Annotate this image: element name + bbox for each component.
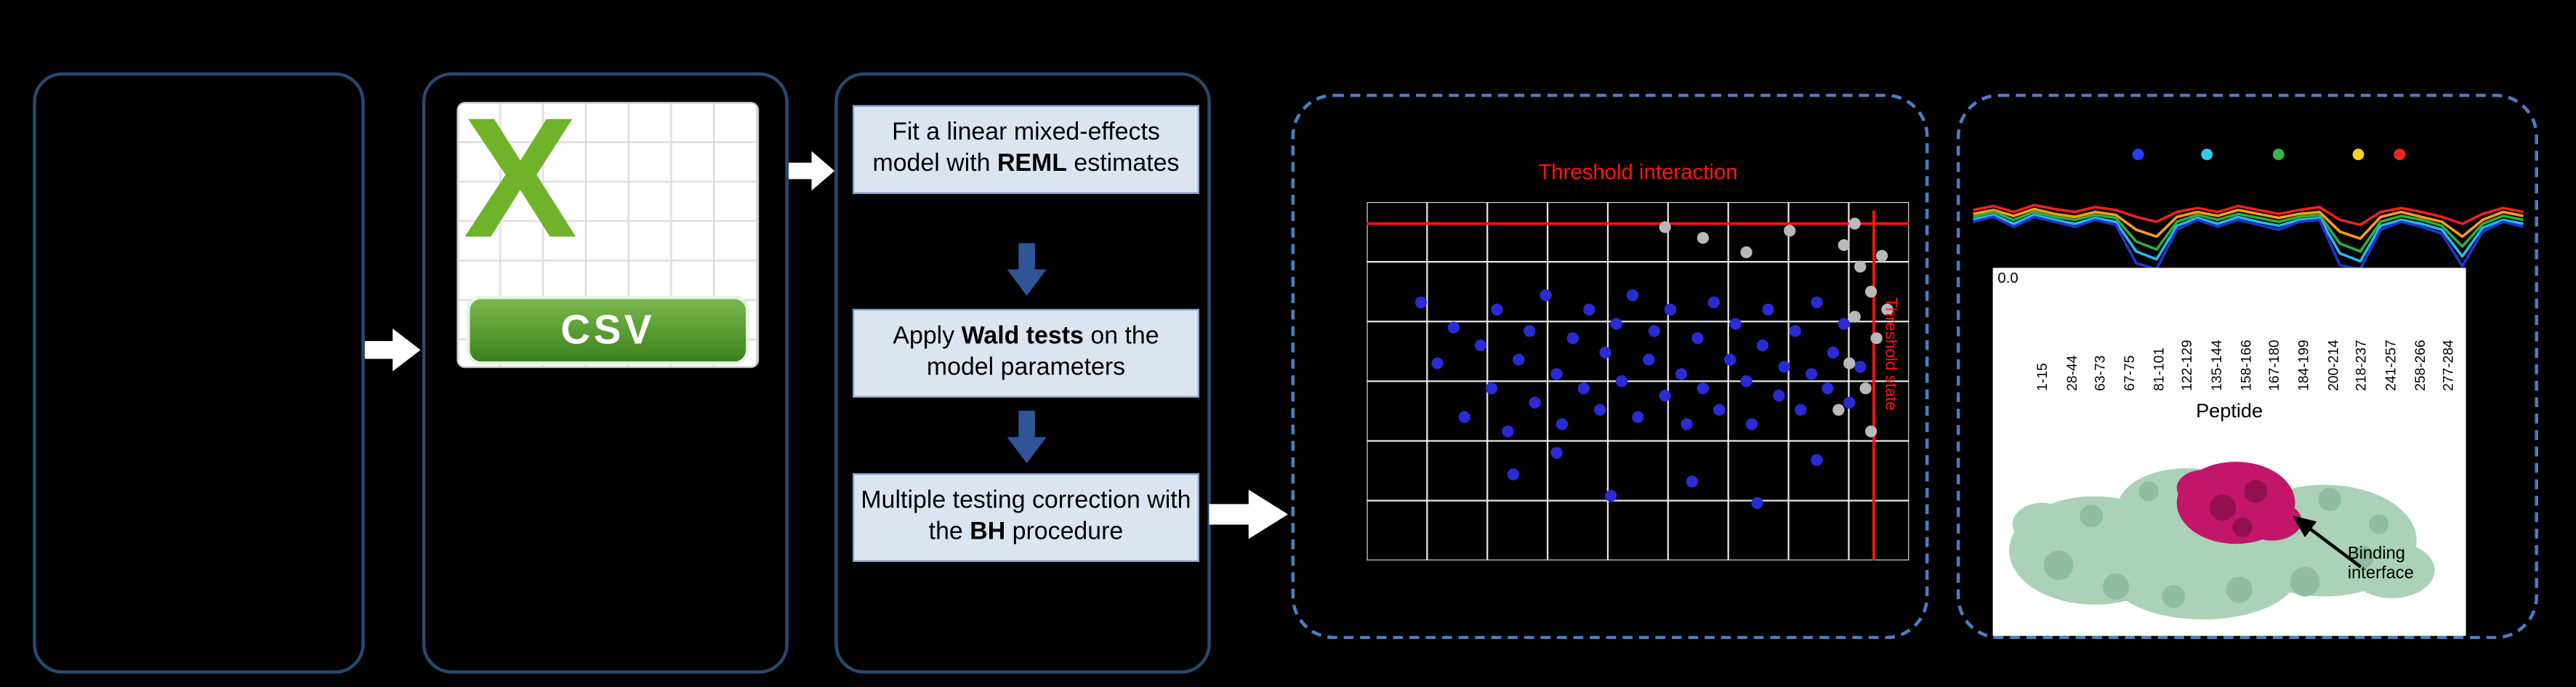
step-text: Apply xyxy=(893,321,962,350)
binding-interface-label: Binding interface xyxy=(2347,544,2414,584)
peptide-tick-label: 258-266 xyxy=(2411,340,2428,391)
flow-arrow-down-icon xyxy=(1007,243,1047,296)
csv-banner-label: CSV xyxy=(466,295,749,365)
peptide-tick-label: 277-284 xyxy=(2440,340,2457,391)
step-bh-correction: Multiple testing correction with the BH … xyxy=(853,473,1199,561)
binding-interface-region xyxy=(2176,462,2302,545)
x-axis-title: Peptide xyxy=(2196,399,2263,422)
step-wald-tests: Apply Wald tests on the model parameters xyxy=(853,308,1199,397)
annotation-arrow-icon xyxy=(2292,515,2362,569)
flow-arrow-right-icon xyxy=(1209,489,1288,539)
step-text: Fit a linear mixed-effects model with xyxy=(872,118,1160,177)
panel-peptide-output: 0.0 1-15 28-44 63-73 67-75 81-101 122-129 135-… xyxy=(1956,93,2539,640)
peptide-tick-label: 1-15 xyxy=(2034,363,2050,391)
panel-threshold-scatter: Threshold interaction Threshold state xyxy=(1291,93,1929,640)
peptide-axis-and-structure: 0.0 1-15 28-44 63-73 67-75 81-101 122-129 135-… xyxy=(1992,268,2466,636)
peptide-tick-label: 28-44 xyxy=(2063,355,2080,391)
uptake-line-chart xyxy=(1973,148,2524,271)
peptide-tick-label: 218-237 xyxy=(2353,340,2370,391)
step-text: on the model parameters xyxy=(926,321,1159,381)
flow-arrow-right-icon xyxy=(788,150,835,191)
peptide-tick-label: 200-214 xyxy=(2324,340,2341,391)
step-fit-lmm: Fit a linear mixed-effects model with RE… xyxy=(853,105,1199,193)
peptide-tick-label: 241-257 xyxy=(2382,340,2399,391)
excel-x-logo: X xyxy=(463,84,578,275)
peptide-tick-label: 167-180 xyxy=(2266,340,2283,391)
step-text-bold: Wald tests xyxy=(961,321,1084,350)
panel-experiment xyxy=(33,72,365,674)
peptide-tick-label: 67-75 xyxy=(2120,355,2138,391)
scatter-right-axis-label: Threshold state xyxy=(1880,297,1899,411)
panel-statistical-pipeline: Fit a linear mixed-effects model with RE… xyxy=(834,72,1211,674)
peptide-tick-labels: 1-15 28-44 63-73 67-75 81-101 122-129 135-144 1… xyxy=(2034,273,2457,391)
peptide-tick-label: 158-166 xyxy=(2237,340,2254,391)
y-axis-tick-label: 0.0 xyxy=(1997,269,2018,286)
peptide-tick-label: 63-73 xyxy=(2092,355,2109,391)
step-text-bold: REML xyxy=(997,149,1067,177)
protein-structure-image xyxy=(2009,462,2435,620)
peptide-tick-label: 122-129 xyxy=(2178,340,2196,391)
step-text-bold: BH xyxy=(970,517,1006,545)
peptide-tick-label: 135-144 xyxy=(2207,340,2225,391)
scatter-title: Threshold interaction xyxy=(1538,159,1738,185)
peptide-tick-label: 184-199 xyxy=(2295,340,2312,391)
csv-file-icon: X CSV xyxy=(456,84,760,369)
threshold-scatter-plot xyxy=(1367,202,1909,561)
peptide-tick-label: 81-101 xyxy=(2149,347,2167,391)
flow-arrow-down-icon xyxy=(1007,411,1047,464)
step-text: procedure xyxy=(1005,517,1124,545)
step-text: Multiple testing correction with the xyxy=(861,486,1191,545)
panel-csv-input: X CSV xyxy=(422,72,789,674)
flow-arrow-right-icon xyxy=(364,329,421,371)
step-text: estimates xyxy=(1066,149,1180,177)
